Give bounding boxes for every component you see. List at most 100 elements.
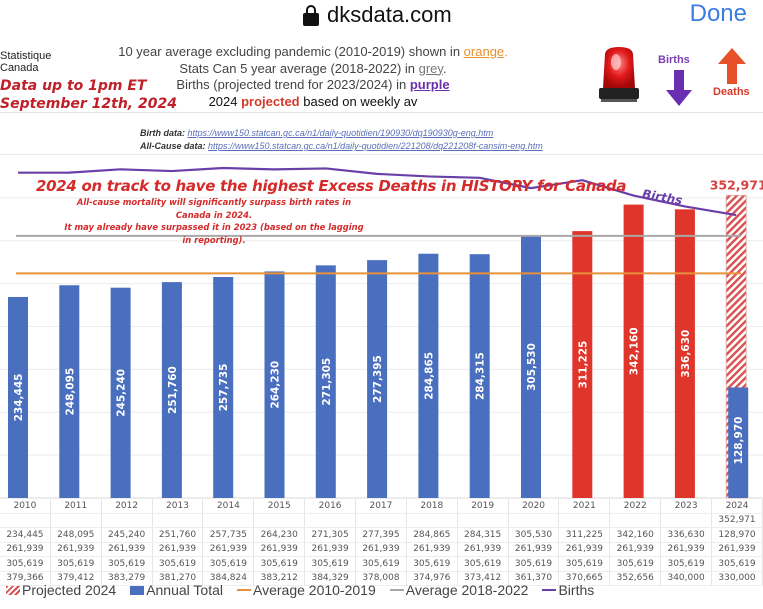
table-cell: 2012 — [101, 499, 153, 514]
table-cell: 251,760 — [152, 527, 204, 543]
source-org: Statistique Canada — [0, 50, 51, 74]
table-cell: 383,212 — [253, 571, 306, 586]
note-grey-word: grey — [418, 60, 443, 76]
table-cell: 248,095 — [50, 527, 102, 543]
table-cell: 271,305 — [304, 527, 357, 543]
annual-bar — [367, 260, 388, 498]
table-cell: 305,619 — [609, 556, 662, 572]
siren-icon — [599, 47, 639, 102]
allcause-source: All-Cause data: https://www150.statcan.g… — [140, 140, 543, 153]
note-text: Stats Can 5 year average (2018-2022) in — [179, 60, 419, 76]
table-cell: 311,225 — [558, 527, 611, 543]
annual-bar — [110, 287, 131, 498]
chart-subtitle: All-cause mortality will significantly s… — [64, 196, 364, 246]
table-cell: 2021 — [558, 499, 611, 514]
table-cell: 383,279 — [101, 571, 153, 586]
table-cell: 352,656 — [609, 571, 662, 586]
chart-subtitle-line: It may already have surpassed it in 2023… — [64, 222, 364, 245]
table-cell: 305,619 — [660, 556, 713, 572]
table-cell — [558, 513, 611, 528]
table-cell: 305,619 — [101, 556, 153, 572]
table-cell: 261,939 — [0, 542, 51, 557]
table-row-projected: 352,971 — [0, 513, 763, 528]
table-cell: 234,445 — [0, 527, 51, 543]
table-cell: 340,000 — [660, 571, 713, 586]
done-button[interactable]: Done — [689, 0, 747, 27]
chart-legend: Projected 2024 Annual Total Average 2010… — [6, 582, 594, 598]
legend-swatch-hatched — [6, 585, 20, 595]
table-cell: 261,939 — [508, 542, 560, 557]
annual-bar-label: 336,630 — [680, 330, 692, 378]
table-cell — [253, 513, 306, 528]
annual-bar-label: 342,160 — [629, 327, 641, 375]
birth-source-link[interactable]: https://www150.statcan.gc.ca/n1/daily-qu… — [187, 128, 494, 138]
table-cell: 342,160 — [609, 527, 662, 543]
legend-label: Projected 2024 — [22, 582, 117, 598]
table-row-years: 2010 2011 2012 2013 2014 2015 2016 2017 2018 2019… — [0, 499, 763, 514]
legend-item-annual-total[interactable]: Annual Total — [130, 582, 223, 598]
annual-bar-label: 264,230 — [270, 361, 282, 409]
table-cell: 261,939 — [202, 542, 255, 557]
table-cell: 261,939 — [355, 542, 407, 557]
table-cell: 2010 — [0, 499, 51, 514]
annual-bar — [59, 285, 80, 498]
arrow-down-icon — [666, 70, 692, 106]
annual-bar — [469, 254, 490, 498]
table-cell: 361,370 — [508, 571, 560, 586]
annual-bar-label: 284,315 — [475, 352, 487, 400]
note-text: 2024 — [208, 93, 242, 109]
birth-source: Birth data: https://www150.statcan.gc.ca… — [140, 127, 543, 140]
table-cell — [508, 513, 560, 528]
note-text: based on weekly av — [299, 93, 418, 109]
table-cell: 2023 — [660, 499, 713, 514]
legend-item-avg-2018-2022[interactable]: Average 2018-2022 — [389, 582, 529, 598]
table-cell: 261,939 — [152, 542, 204, 557]
table-cell: 2016 — [304, 499, 357, 514]
table-cell: 261,939 — [304, 542, 357, 557]
table-cell: 2015 — [253, 499, 306, 514]
table-cell — [0, 513, 51, 528]
legend-swatch-line — [237, 589, 251, 591]
annual-bar — [8, 296, 28, 498]
note-punct: . — [504, 44, 508, 59]
table-cell: 305,619 — [152, 556, 204, 572]
table-cell: 2022 — [609, 499, 662, 514]
legend-swatch-line — [542, 589, 557, 591]
annual-bar-label: 128,970 — [733, 417, 745, 465]
data-timestamp-line2: September 12th, 2024 — [0, 96, 177, 112]
annual-bar-label: 251,760 — [167, 366, 179, 414]
annual-bar-label: 305,530 — [526, 343, 538, 391]
legend-item-births[interactable]: Births — [542, 582, 594, 598]
legend-swatch-bar — [130, 585, 145, 595]
note-text: Births (projected trend for 2023/2024) i… — [176, 77, 410, 92]
legend-item-projected[interactable]: Projected 2024 — [6, 582, 116, 598]
allcause-source-link[interactable]: https://www150.statcan.gc.ca/n1/daily-qu… — [208, 141, 543, 151]
births-line — [17, 166, 737, 217]
table-cell: 261,939 — [406, 542, 458, 557]
annual-bar — [264, 271, 285, 498]
url-display[interactable]: dksdata.com — [303, 2, 452, 28]
annual-bar-label: 234,445 — [13, 374, 25, 422]
table-cell: 2020 — [508, 499, 560, 514]
table-cell: 261,939 — [711, 542, 763, 557]
table-cell: 379,412 — [50, 571, 102, 586]
table-cell: 128,970 — [711, 527, 763, 543]
table-cell: 305,619 — [253, 556, 306, 572]
legend-label: Annual Total — [146, 582, 223, 598]
chart-subtitle-line: All-cause mortality will significantly s… — [76, 197, 352, 220]
annual-bar — [418, 253, 439, 498]
table-cell: 352,971 — [711, 513, 763, 528]
arrow-up-icon — [718, 48, 746, 84]
table-cell: 305,619 — [711, 556, 763, 572]
note-line-1: 10 year average excluding pandemic (2010… — [118, 44, 508, 61]
table-cell: 378,008 — [355, 571, 407, 586]
chart-plot: 234,445 248,095 245,240 251,760 257,735 264,2… — [0, 166, 763, 499]
legend-item-avg-2010-2019[interactable]: Average 2010-2019 — [237, 582, 376, 598]
table-cell: 2011 — [50, 499, 102, 514]
legend-label: Average 2018-2022 — [405, 582, 529, 598]
projected-bar-label: 352,971 — [710, 177, 763, 192]
annual-bar — [623, 204, 644, 498]
table-cell: 2019 — [457, 499, 509, 514]
note-purple-word: purple — [409, 77, 450, 92]
births-annotation: Births — [641, 187, 683, 208]
